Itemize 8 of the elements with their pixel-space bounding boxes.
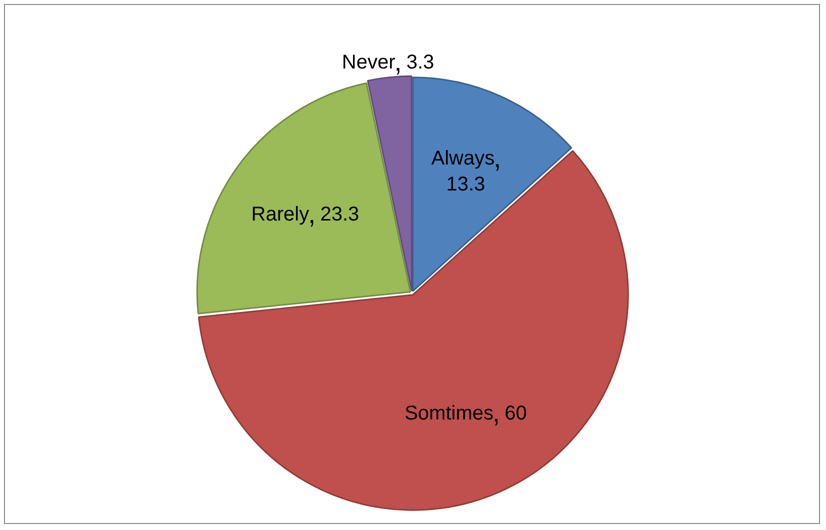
slice-label: Rarely (251, 204, 310, 226)
data-label: 13.3 (446, 174, 486, 196)
slice-label: Never (342, 52, 396, 74)
slice-label: Always (431, 148, 495, 170)
slice-label: Somtimes (404, 402, 494, 424)
data-label: 3.3 (406, 52, 434, 74)
data-label: 60 (504, 402, 527, 424)
data-label: 23.3 (320, 204, 360, 226)
